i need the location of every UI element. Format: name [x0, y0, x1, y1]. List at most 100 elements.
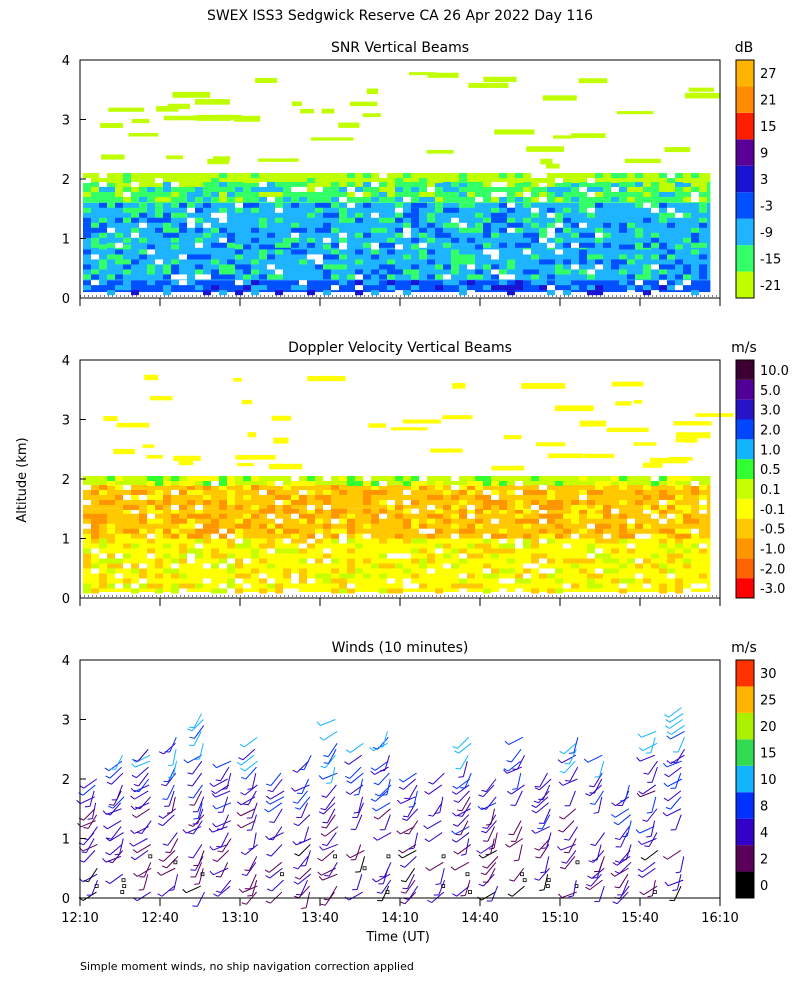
heatmap-gap — [539, 508, 547, 514]
heatmap-cell — [475, 476, 483, 482]
heatmap-cell — [451, 186, 459, 192]
heatmap-cell — [419, 254, 427, 260]
heatmap-cell — [115, 181, 123, 187]
heatmap-gap — [171, 274, 179, 280]
heatmap-cell — [139, 196, 147, 202]
wind-barb — [320, 826, 339, 837]
colorbar-label: 8 — [760, 799, 768, 814]
heatmap-echo — [291, 101, 302, 107]
heatmap-echo — [173, 455, 201, 461]
heatmap-cell — [459, 548, 467, 554]
heatmap-cell — [195, 285, 203, 291]
heatmap-cell — [667, 528, 675, 534]
heatmap-cell — [203, 538, 211, 544]
heatmap-cell — [395, 588, 403, 594]
heatmap-gap — [203, 222, 211, 228]
heatmap-cell — [147, 494, 155, 500]
heatmap-gap — [403, 583, 411, 589]
heatmap-cell — [483, 227, 491, 233]
heatmap-cell — [547, 504, 555, 510]
heatmap-cell — [155, 558, 163, 564]
wind-barb — [457, 802, 472, 817]
wind-barb — [435, 868, 445, 885]
heatmap-cell — [395, 533, 403, 539]
heatmap-cell — [355, 533, 363, 539]
heatmap-cell — [683, 513, 691, 519]
wind-barb — [78, 873, 98, 883]
heatmap-gap — [187, 553, 195, 559]
wind-barb — [575, 860, 580, 865]
heatmap-cell — [123, 269, 131, 275]
heatmap-cell — [635, 274, 643, 280]
heatmap-gap — [675, 212, 683, 218]
heatmap-echo — [144, 374, 158, 381]
heatmap-cell — [571, 232, 579, 238]
heatmap-gap — [115, 553, 123, 559]
heatmap-cell — [259, 191, 267, 197]
heatmap-gap — [595, 232, 603, 238]
heatmap-cell — [179, 583, 187, 589]
heatmap-cell — [635, 489, 643, 495]
heatmap-cell — [387, 504, 395, 510]
heatmap-cell — [531, 538, 539, 544]
heatmap-gap — [451, 484, 459, 490]
heatmap-echo — [247, 432, 256, 438]
heatmap-cell — [211, 227, 219, 233]
wind-barb — [156, 867, 176, 876]
wind-barb — [320, 796, 336, 811]
heatmap-gap — [307, 254, 315, 260]
heatmap-cell — [123, 178, 131, 184]
heatmap-cell — [339, 518, 347, 524]
wind-barb — [398, 778, 416, 790]
heatmap-cell — [491, 533, 499, 539]
heatmap-cell — [435, 588, 443, 594]
heatmap-cell — [259, 249, 267, 255]
heatmap-cell — [267, 523, 275, 529]
heatmap-cell — [299, 499, 307, 505]
heatmap-cell — [131, 207, 139, 213]
wind-barb — [675, 856, 685, 874]
heatmap-gap — [507, 202, 515, 208]
heatmap-cell — [315, 518, 323, 524]
heatmap-cell — [355, 290, 363, 296]
heatmap-cell — [475, 553, 483, 559]
heatmap-cell — [683, 212, 691, 218]
heatmap-cell — [603, 232, 611, 238]
wind-barb — [612, 855, 631, 866]
heatmap-cell — [651, 563, 659, 569]
heatmap-cell — [411, 212, 419, 218]
heatmap-cell — [275, 202, 283, 208]
snr-plot-area — [80, 72, 721, 297]
heatmap-cell — [659, 254, 667, 260]
wind-barb — [563, 838, 577, 854]
wind-barb — [409, 832, 419, 850]
heatmap-echo — [271, 415, 292, 421]
heatmap-cell — [131, 504, 139, 510]
heatmap-cell — [483, 538, 491, 544]
wind-barb — [114, 838, 124, 856]
wind-barb — [132, 748, 149, 762]
heatmap-cell — [155, 217, 163, 223]
heatmap-cell — [115, 186, 123, 192]
heatmap-cell — [251, 484, 259, 490]
heatmap-cell — [587, 186, 595, 192]
wind-barb — [585, 879, 603, 891]
heatmap-cell — [691, 242, 699, 248]
heatmap-cell — [451, 494, 459, 500]
heatmap-cell — [323, 573, 331, 579]
heatmap-cell — [571, 181, 579, 187]
heatmap-cell — [147, 518, 155, 524]
heatmap-cell — [611, 178, 619, 184]
heatmap-cell — [531, 181, 539, 187]
heatmap-cell — [323, 290, 331, 296]
heatmap-cell — [99, 558, 107, 564]
heatmap-cell — [219, 553, 227, 559]
heatmap-cell — [595, 285, 603, 291]
colorbar-label: 1.0 — [760, 443, 781, 458]
wind-barb — [350, 814, 363, 830]
wind-barb — [643, 760, 658, 775]
heatmap-cell — [547, 186, 555, 192]
heatmap-cell — [203, 232, 211, 238]
heatmap-gap — [387, 553, 395, 559]
heatmap-cell — [467, 237, 475, 243]
